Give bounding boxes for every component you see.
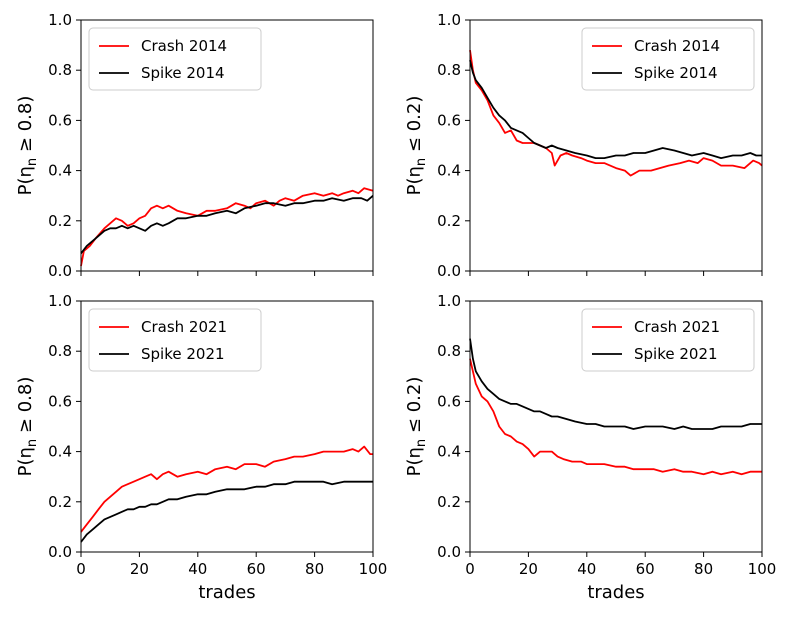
x-tick-label: 40 <box>577 560 596 578</box>
y-tick-label: 0.2 <box>437 212 461 230</box>
series-line-crash-2021 <box>80 445 373 533</box>
x-tick-label: 0 <box>465 560 475 578</box>
panel-bottom-left: 0.0 0.2 0.4 0.6 0.8 1.0 0 20 40 60 80 100 trades P(ηn… <box>15 292 387 603</box>
panel-top-left: 0.0 0.2 0.4 0.6 0.8 1.0 P(ηn ≥ 0.8) Crash 2014 S… <box>15 11 374 280</box>
y-tick-label: 0.2 <box>48 493 72 511</box>
y-tick-label: 1.0 <box>437 292 461 310</box>
x-tick-label: 80 <box>694 560 713 578</box>
y-axis-label-prefix: P(η <box>15 447 36 476</box>
x-axis-label: trades <box>198 582 255 603</box>
series-line-spike-2021 <box>80 480 373 543</box>
y-tick-label: 0.2 <box>437 493 461 511</box>
y-tick-label: 0.6 <box>48 111 72 129</box>
legend-label: Crash 2014 <box>141 37 227 55</box>
y-tick-label: 0.4 <box>48 162 72 180</box>
legend: Crash 2014 Spike 2014 <box>581 27 755 91</box>
y-tick-label: 0.8 <box>48 342 72 360</box>
y-tick-label: 0.6 <box>48 392 72 410</box>
legend-label: Crash 2014 <box>634 37 720 55</box>
y-axis-label-subscript: n <box>25 439 40 447</box>
panel-top-right: 0.0 0.2 0.4 0.6 0.8 1.0 P(ηn ≤ 0.2) Crash 2014 S… <box>404 11 763 280</box>
y-axis-label-suffix: ≥ 0.8) <box>15 377 36 439</box>
y-tick-label: 1.0 <box>48 292 72 310</box>
x-tick-label: 20 <box>130 560 149 578</box>
y-tick-label: 1.0 <box>437 11 461 29</box>
y-tick-label: 0.4 <box>437 162 461 180</box>
y-tick-label: 0.0 <box>437 543 461 561</box>
y-tick-label: 0.8 <box>437 61 461 79</box>
y-axis-label-prefix: P(η <box>15 166 36 195</box>
series-line-spike-2014 <box>80 195 374 254</box>
series-line-spike-2014 <box>469 59 762 159</box>
y-axis-label-prefix: P(η <box>404 166 425 195</box>
y-tick-label: 0.0 <box>48 543 72 561</box>
legend-box <box>581 308 755 372</box>
axes-frame <box>469 19 763 272</box>
y-tick-label: 0.0 <box>437 262 461 280</box>
x-tick-label: 20 <box>519 560 538 578</box>
y-axis-label-subscript: n <box>25 158 40 166</box>
y-tick-label: 0.6 <box>437 392 461 410</box>
y-axis-label: P(ηn ≤ 0.2) <box>404 96 429 196</box>
y-tick-label: 0.8 <box>48 61 72 79</box>
y-axis-label-subscript: n <box>414 439 429 447</box>
x-tick-label: 60 <box>247 560 266 578</box>
series-line-crash-2014 <box>80 187 374 267</box>
legend: Crash 2021 Spike 2021 <box>581 308 755 372</box>
series-line-spike-2021 <box>469 338 762 430</box>
axes-frame <box>80 19 374 272</box>
legend: Crash 2014 Spike 2014 <box>88 27 262 91</box>
series-line-crash-2021 <box>469 358 762 476</box>
x-axis-label: trades <box>587 582 644 603</box>
legend-box <box>581 27 755 91</box>
legend-label: Spike 2014 <box>141 64 225 82</box>
x-tick-label: 100 <box>359 560 388 578</box>
y-axis-label-suffix: ≥ 0.8) <box>15 96 36 158</box>
legend: Crash 2021 Spike 2021 <box>88 308 262 372</box>
y-tick-label: 0.4 <box>437 443 461 461</box>
legend-box <box>88 308 262 372</box>
y-tick-label: 0.8 <box>437 342 461 360</box>
y-tick-label: 1.0 <box>48 11 72 29</box>
legend-box <box>88 27 262 91</box>
y-axis-label: P(ηn ≤ 0.2) <box>404 377 429 477</box>
legend-label: Spike 2014 <box>634 64 718 82</box>
legend-label: Crash 2021 <box>634 318 720 336</box>
y-axis-label-prefix: P(η <box>404 447 425 476</box>
legend-label: Crash 2021 <box>141 318 227 336</box>
x-tick-label: 100 <box>748 560 777 578</box>
legend-label: Spike 2021 <box>141 345 225 363</box>
y-axis-label-suffix: ≤ 0.2) <box>404 96 425 158</box>
legend-label: Spike 2021 <box>634 345 718 363</box>
y-tick-label: 0.2 <box>48 212 72 230</box>
x-tick-label: 80 <box>305 560 324 578</box>
y-tick-label: 0.0 <box>48 262 72 280</box>
axes-frame <box>469 300 763 553</box>
x-tick-label: 0 <box>76 560 86 578</box>
y-axis-label: P(ηn ≥ 0.8) <box>15 377 40 477</box>
y-axis-label-subscript: n <box>414 158 429 166</box>
x-tick-label: 40 <box>188 560 207 578</box>
x-tick-label: 60 <box>636 560 655 578</box>
y-tick-label: 0.4 <box>48 443 72 461</box>
axes-frame <box>80 300 374 553</box>
series-line-crash-2014 <box>469 49 763 177</box>
y-axis-label-suffix: ≤ 0.2) <box>404 377 425 439</box>
panel-bottom-right: 0.0 0.2 0.4 0.6 0.8 1.0 0 20 40 60 80 100 trades P(ηn… <box>404 292 776 603</box>
y-axis-label: P(ηn ≥ 0.8) <box>15 96 40 196</box>
y-tick-label: 0.6 <box>437 111 461 129</box>
